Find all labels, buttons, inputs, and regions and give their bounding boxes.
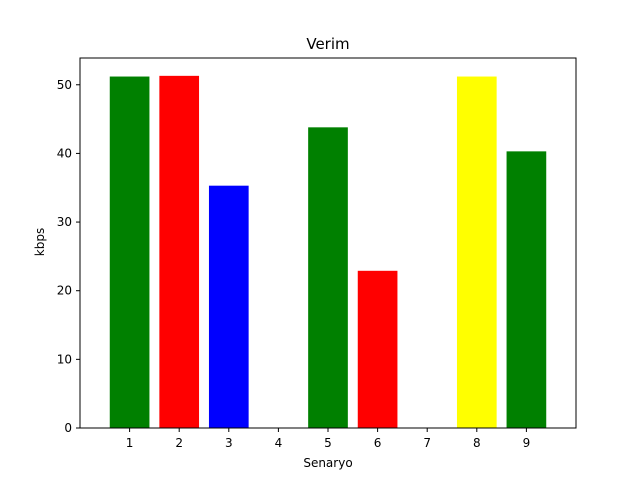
y-tick-label: 20 [57, 284, 72, 298]
bar-1 [109, 76, 150, 428]
y-ticks-group: 0 10 20 30 40 50 [57, 78, 80, 435]
bars-group [109, 75, 547, 429]
x-tick-label: 6 [374, 436, 382, 450]
chart-title: Verim [306, 35, 349, 53]
y-axis-label: kbps [33, 228, 47, 256]
bar-5 [308, 127, 348, 429]
y-tick-label: 0 [64, 421, 72, 435]
x-tick-label: 4 [275, 436, 283, 450]
x-tick-label: 1 [126, 436, 134, 450]
y-tick-label: 50 [57, 78, 72, 92]
x-tick-label: 3 [225, 436, 233, 450]
x-tick-label: 9 [523, 436, 531, 450]
plot-frame [79, 57, 577, 429]
y-tick-label: 30 [57, 215, 72, 229]
x-tick-label: 5 [324, 436, 332, 450]
bar-6 [357, 270, 398, 428]
x-ticks-group: 1 2 3 4 5 6 7 8 9 [126, 428, 530, 450]
x-axis-label: Senaryo [303, 456, 352, 470]
bar-8 [456, 76, 497, 428]
x-tick-label: 8 [473, 436, 481, 450]
y-tick-label: 10 [57, 352, 72, 366]
bar-3 [208, 185, 249, 428]
bar-9 [506, 151, 547, 428]
x-tick-label: 7 [423, 436, 431, 450]
y-tick-label: 40 [57, 146, 72, 160]
bar-2 [159, 75, 200, 428]
x-tick-label: 2 [175, 436, 183, 450]
